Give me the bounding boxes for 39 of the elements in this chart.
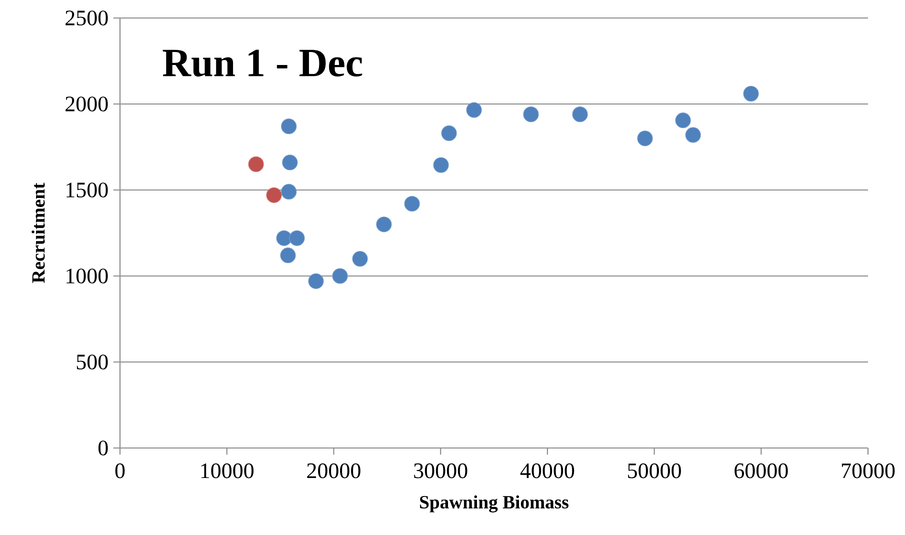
- x-tick-label: 30000: [414, 463, 468, 478]
- point: [441, 125, 457, 142]
- y-tick-label: 2000: [66, 96, 108, 112]
- x-tick-label: 10000: [201, 463, 254, 478]
- point: [248, 156, 264, 172]
- point: [637, 130, 653, 146]
- point: [282, 154, 298, 170]
- text: Run 1 - Dec: [162, 50, 362, 77]
- point: [404, 196, 420, 212]
- point: [675, 112, 691, 128]
- point: [466, 102, 482, 118]
- point: [308, 273, 324, 289]
- point: [289, 230, 305, 246]
- y-axis-title: Recruitment: [32, 182, 45, 283]
- y-tick-label: 1500: [66, 182, 108, 198]
- point: [280, 248, 296, 264]
- x-tick-label: 40000: [520, 463, 574, 478]
- point: [276, 230, 292, 246]
- y-tick-label: 1000: [66, 268, 108, 284]
- y-tick-label: 500: [76, 354, 108, 370]
- x-tick-label: 50000: [628, 463, 681, 478]
- x-tick-label: 0: [115, 463, 125, 478]
- x-tick-label: 70000: [842, 463, 895, 478]
- point: [743, 86, 759, 102]
- point: [376, 216, 392, 232]
- point: [433, 157, 449, 173]
- y-tick-label: 0: [98, 440, 108, 456]
- x-tick-label: 60000: [734, 463, 788, 478]
- x-axis-title: Spawning Biomass: [420, 495, 568, 512]
- point: [281, 184, 297, 200]
- point: [572, 106, 588, 122]
- point: [685, 127, 701, 143]
- y-tick-label: 2500: [66, 10, 108, 26]
- x-tick-label: 20000: [307, 463, 360, 478]
- point: [281, 118, 297, 134]
- point: [266, 187, 282, 203]
- point: [332, 268, 348, 284]
- point: [523, 106, 539, 122]
- point: [352, 250, 368, 267]
